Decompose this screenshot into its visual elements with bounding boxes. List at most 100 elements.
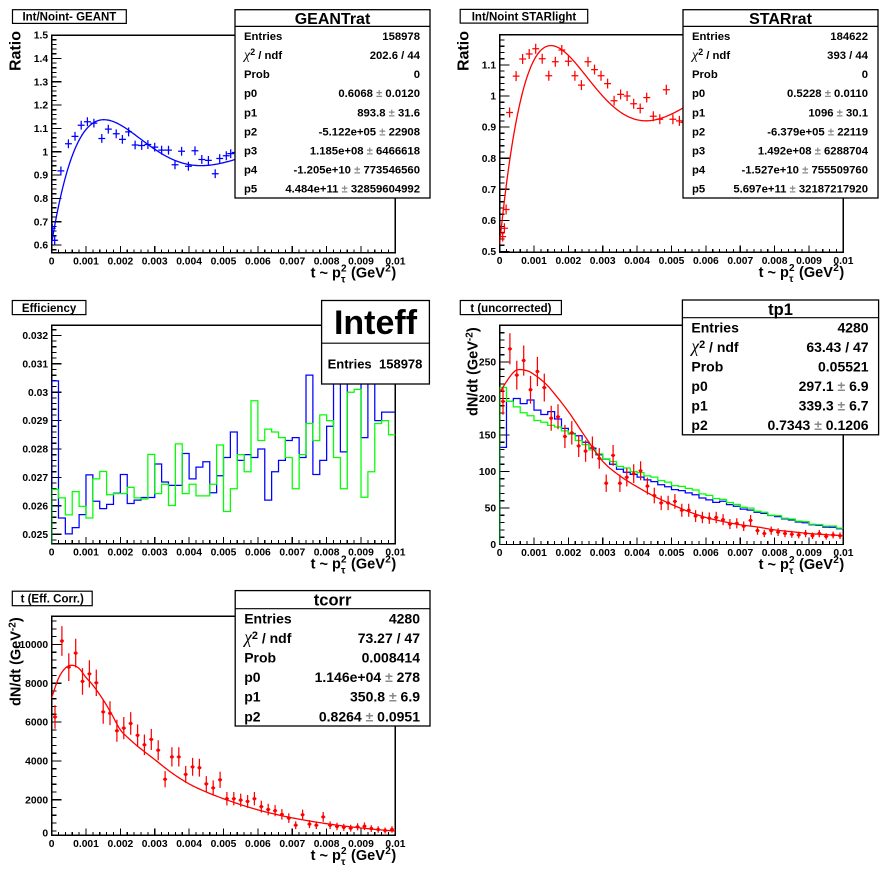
svg-text:0.009: 0.009 <box>348 547 374 558</box>
svg-text:0.5: 0.5 <box>482 247 497 258</box>
svg-text:0.001: 0.001 <box>73 839 99 850</box>
svg-text:2: 2 <box>833 263 839 274</box>
svg-text:0.004: 0.004 <box>176 256 202 267</box>
svg-text:0.8: 0.8 <box>34 194 49 205</box>
svg-text:GEANTrat: GEANTrat <box>295 11 371 28</box>
svg-text:0.01: 0.01 <box>385 256 405 267</box>
svg-text:p4: p4 <box>692 165 706 177</box>
svg-text:0.005: 0.005 <box>659 548 685 559</box>
svg-text:0.009: 0.009 <box>348 839 374 850</box>
svg-text:p2: p2 <box>244 126 257 138</box>
svg-text:2: 2 <box>385 263 391 274</box>
svg-text:Ratio: Ratio <box>456 31 473 71</box>
svg-text:0.003: 0.003 <box>590 548 616 559</box>
svg-text:0.005: 0.005 <box>211 547 237 558</box>
svg-text:0: 0 <box>42 829 48 840</box>
svg-text:-1.527e+10 ± 755509760: -1.527e+10 ± 755509760 <box>741 165 868 177</box>
svg-text:0.005: 0.005 <box>659 256 685 267</box>
svg-text:0.008: 0.008 <box>314 256 340 267</box>
svg-text:τ: τ <box>341 274 346 285</box>
svg-text:0.008: 0.008 <box>314 839 340 850</box>
svg-text:0.03: 0.03 <box>28 388 48 399</box>
svg-text:t (Eff. Corr.): t (Eff. Corr.) <box>21 594 84 606</box>
svg-text:p2: p2 <box>244 708 261 724</box>
svg-text:158978: 158978 <box>382 31 420 43</box>
svg-text:t ~ p: t ~ p <box>311 848 341 864</box>
svg-text:p5: p5 <box>692 184 705 196</box>
svg-text:0.009: 0.009 <box>796 256 822 267</box>
svg-text:1.1: 1.1 <box>34 124 49 135</box>
svg-text:0.001: 0.001 <box>73 547 99 558</box>
svg-text:(GeV: (GeV <box>347 265 385 281</box>
svg-text:-1.205e+10 ± 773546560: -1.205e+10 ± 773546560 <box>293 165 420 177</box>
svg-text:p1: p1 <box>244 107 257 119</box>
svg-text:0.7: 0.7 <box>34 217 49 228</box>
svg-text:1.492e+08 ± 6288704: 1.492e+08 ± 6288704 <box>758 145 869 157</box>
svg-text:): ) <box>391 848 396 864</box>
svg-text:0.01: 0.01 <box>385 839 405 850</box>
svg-text:0: 0 <box>49 547 55 558</box>
svg-text:0.004: 0.004 <box>176 839 202 850</box>
svg-text:0.01: 0.01 <box>833 548 853 559</box>
svg-text:0.006: 0.006 <box>245 547 271 558</box>
svg-text:0.002: 0.002 <box>108 839 134 850</box>
svg-text:893.8 ± 31.6: 893.8 ± 31.6 <box>357 107 420 119</box>
svg-text:0.008: 0.008 <box>314 547 340 558</box>
svg-text:0: 0 <box>49 256 55 267</box>
svg-text:p3: p3 <box>692 145 705 157</box>
svg-text:0.01: 0.01 <box>385 547 405 558</box>
svg-text:0.031: 0.031 <box>22 359 48 370</box>
svg-text:Prob: Prob <box>244 650 276 666</box>
svg-text:p0: p0 <box>244 88 257 100</box>
svg-text:297.1 ± 6.9: 297.1 ± 6.9 <box>799 378 869 394</box>
svg-text:χ2 / ndf: χ2 / ndf <box>690 47 730 63</box>
svg-text:350.8 ± 6.9: 350.8 ± 6.9 <box>350 689 420 705</box>
svg-text:): ) <box>839 265 844 281</box>
svg-text:2000: 2000 <box>25 795 48 806</box>
svg-text:(GeV: (GeV <box>347 556 385 572</box>
svg-text:1096 ± 30.1: 1096 ± 30.1 <box>808 107 868 119</box>
svg-text:0.001: 0.001 <box>521 256 547 267</box>
svg-text:0.008414: 0.008414 <box>362 650 421 666</box>
svg-text:p0: p0 <box>692 88 705 100</box>
svg-text:0.9: 0.9 <box>482 123 497 134</box>
svg-text:0.6: 0.6 <box>482 216 497 227</box>
svg-text:p2: p2 <box>692 126 705 138</box>
svg-text:τ: τ <box>341 565 346 576</box>
svg-text:0.028: 0.028 <box>22 445 48 456</box>
svg-text:STARrat: STARrat <box>749 11 812 28</box>
svg-text:1: 1 <box>42 147 48 158</box>
svg-text:Prob: Prob <box>692 69 718 81</box>
svg-text:0.006: 0.006 <box>245 256 271 267</box>
svg-text:0: 0 <box>414 69 420 81</box>
svg-text:200: 200 <box>479 394 496 405</box>
svg-text:8000: 8000 <box>25 679 48 690</box>
svg-text:): ) <box>391 556 396 572</box>
svg-text:Prob: Prob <box>691 359 723 375</box>
svg-text:Entries: Entries <box>691 320 739 336</box>
svg-text:1.2: 1.2 <box>34 101 49 112</box>
svg-text:0.7343 ± 0.1206: 0.7343 ± 0.1206 <box>767 417 868 433</box>
svg-text:p0: p0 <box>244 669 261 685</box>
svg-text:0.005: 0.005 <box>211 839 237 850</box>
svg-text:0: 0 <box>49 839 55 850</box>
svg-text:73.27 / 47: 73.27 / 47 <box>358 630 420 646</box>
svg-text:-5.122e+05 ± 22908: -5.122e+05 ± 22908 <box>319 126 420 138</box>
svg-text:Efficiency: Efficiency <box>22 303 77 315</box>
svg-text:Inteff: Inteff <box>334 304 418 342</box>
svg-text:): ) <box>391 265 396 281</box>
svg-text:0.002: 0.002 <box>108 256 134 267</box>
svg-text:0.009: 0.009 <box>348 256 374 267</box>
svg-text:(GeV: (GeV <box>347 848 385 864</box>
svg-text:5.697e+11 ± 32187217920: 5.697e+11 ± 32187217920 <box>733 184 868 196</box>
svg-text:Int/Noint- GEANT: Int/Noint- GEANT <box>22 12 116 24</box>
svg-text:0.032: 0.032 <box>22 331 48 342</box>
svg-text:0: 0 <box>862 69 868 81</box>
svg-text:p2: p2 <box>691 417 708 433</box>
svg-text:0.007: 0.007 <box>279 256 305 267</box>
svg-text:0.5228 ± 0.0110: 0.5228 ± 0.0110 <box>787 88 868 100</box>
svg-text:0.002: 0.002 <box>556 256 582 267</box>
svg-text:1.1: 1.1 <box>482 61 497 72</box>
svg-text:(GeV: (GeV <box>795 557 833 573</box>
svg-text:0.7: 0.7 <box>482 185 497 196</box>
